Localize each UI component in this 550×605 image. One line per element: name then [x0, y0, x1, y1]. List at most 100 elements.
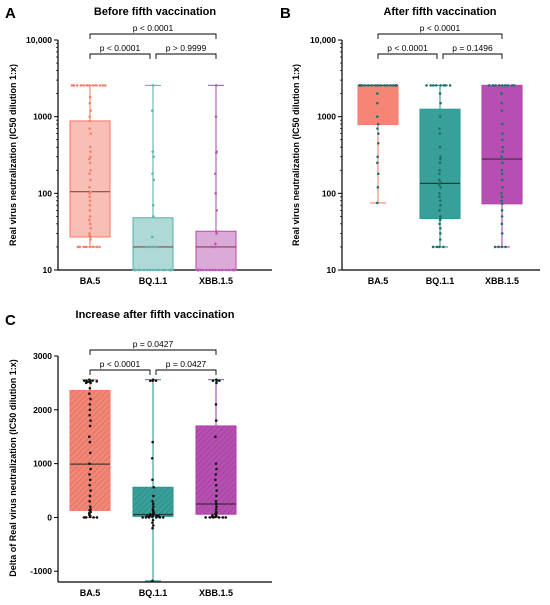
data-point: [152, 215, 155, 218]
data-point: [89, 132, 93, 135]
data-point: [75, 84, 79, 87]
data-point: [148, 268, 152, 272]
significance-bracket: p < 0.0001: [377, 23, 503, 39]
data-point: [155, 516, 158, 519]
x-tick-label: BA.5: [80, 588, 101, 598]
significance-bracket: p = 0.0427: [89, 339, 217, 355]
data-point: [208, 268, 211, 272]
data-point: [151, 478, 154, 482]
data-point: [157, 268, 160, 272]
y-axis-label: Delta of Real virus neutralization (IC50…: [8, 359, 18, 577]
data-point: [70, 84, 74, 87]
data-point: [215, 381, 218, 385]
data-point: [438, 195, 441, 199]
data-point: [133, 268, 137, 272]
data-point: [376, 101, 379, 105]
data-point: [88, 218, 91, 222]
data-point: [152, 178, 155, 182]
data-point: [89, 226, 92, 230]
data-point: [438, 168, 441, 172]
data-point: [214, 499, 218, 503]
data-point: [438, 183, 441, 186]
data-point: [95, 516, 99, 519]
data-point: [89, 505, 92, 508]
data-point: [438, 127, 441, 130]
data-point: [500, 195, 504, 199]
data-point: [494, 84, 497, 87]
data-point: [89, 155, 92, 159]
data-point: [501, 157, 504, 161]
significance-bracket: p = 0.0427: [155, 359, 217, 375]
data-point: [169, 268, 173, 272]
data-point: [214, 473, 218, 476]
significance-bracket: p < 0.0001: [89, 23, 217, 39]
data-point: [500, 232, 504, 235]
data-point: [374, 84, 377, 87]
data-point: [89, 397, 92, 401]
data-point: [88, 115, 92, 118]
data-point: [376, 185, 380, 189]
data-point: [214, 245, 217, 249]
panel-title: After fifth vaccination: [383, 6, 496, 18]
data-point: [88, 483, 91, 487]
panel-a: A Before fifth vaccination Real virus ne…: [5, 5, 272, 286]
p-value-label: p < 0.0001: [133, 23, 174, 33]
data-point: [394, 84, 398, 87]
data-point: [151, 502, 155, 506]
p-value-label: p < 0.0001: [387, 43, 428, 53]
points-2: [425, 84, 452, 249]
data-point: [98, 84, 102, 87]
data-point: [215, 209, 218, 212]
data-point: [500, 222, 504, 226]
data-point: [82, 84, 85, 87]
data-point: [88, 478, 92, 482]
data-point: [141, 516, 144, 519]
data-point: [88, 157, 91, 161]
data-point: [439, 215, 442, 218]
data-point: [214, 192, 217, 195]
data-point: [88, 199, 92, 203]
bracket-line: [155, 369, 217, 375]
plot-area: 10 100 1000 10,000 BA.5 BQ.1.1 XBB.1.5 p < 0.00…: [26, 23, 272, 286]
data-point: [439, 185, 442, 189]
box-3: [195, 379, 237, 518]
data-point: [218, 379, 221, 383]
data-point: [214, 515, 217, 519]
p-value-label: p = 0.0427: [166, 359, 207, 369]
data-point: [425, 84, 428, 87]
data-point: [444, 84, 448, 87]
panel-letter: A: [5, 5, 16, 22]
data-point: [215, 467, 218, 471]
data-point: [220, 268, 224, 272]
box-iqr: [195, 230, 237, 271]
data-point: [214, 502, 218, 506]
data-point: [163, 268, 167, 272]
points-3: [204, 378, 228, 519]
data-point: [501, 132, 504, 135]
y-tick-label: 10,000: [310, 35, 336, 45]
data-point: [88, 222, 92, 226]
data-point: [500, 172, 504, 176]
data-point: [448, 84, 452, 87]
data-point: [500, 209, 504, 212]
data-point: [88, 127, 91, 130]
data-point: [439, 203, 442, 207]
data-point: [217, 268, 221, 272]
data-point: [145, 245, 148, 249]
data-point: [224, 516, 228, 519]
data-point: [376, 84, 379, 87]
data-point: [89, 150, 92, 153]
data-point: [438, 192, 441, 195]
data-point: [151, 84, 155, 87]
x-tick-label: BA.5: [368, 276, 389, 286]
data-point: [84, 381, 88, 385]
data-point: [88, 440, 92, 444]
p-value-label: p < 0.0001: [420, 23, 461, 33]
data-point: [375, 115, 379, 118]
data-point: [375, 201, 379, 205]
data-point: [500, 192, 503, 195]
data-point: [149, 245, 152, 249]
data-point: [72, 84, 76, 87]
data-point: [212, 516, 215, 519]
points-3: [196, 84, 236, 272]
